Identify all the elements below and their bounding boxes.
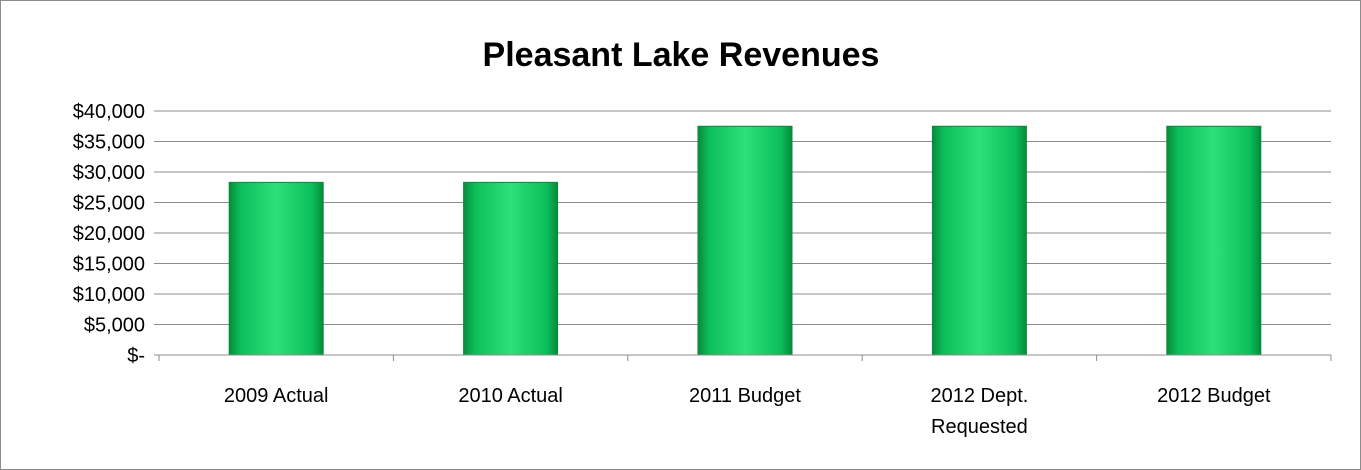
y-tick-label: $-	[127, 345, 145, 367]
y-tick-label: $35,000	[73, 132, 145, 154]
bar	[463, 181, 559, 356]
x-tick-label: 2010 Actual	[458, 385, 563, 407]
bar	[228, 181, 324, 356]
y-axis-ticks: $- $5,000 $10,000 $15,000 $20,000 $25,000 $30,…	[73, 101, 145, 367]
y-tick-label: $15,000	[73, 254, 145, 276]
y-tick-label: $20,000	[73, 223, 145, 245]
x-axis	[154, 354, 1332, 361]
chart-title: Pleasant Lake Revenues	[483, 36, 880, 74]
y-tick-label: $10,000	[73, 284, 145, 306]
x-axis-ticks: 2009 Actual 2010 Actual 2011 Budget 2012 De…	[224, 385, 1271, 438]
x-tick-label: 2009 Actual	[224, 385, 329, 407]
bar	[931, 125, 1027, 356]
bar	[697, 125, 793, 356]
x-tick-label: 2011 Budget	[689, 385, 801, 407]
bar	[1166, 125, 1262, 356]
y-tick-label: $40,000	[73, 101, 145, 123]
y-tick-label: $25,000	[73, 193, 145, 215]
x-tick-label: 2012 Dept. Requested	[930, 385, 1028, 438]
x-tick-label: 2012 Budget	[1157, 385, 1271, 407]
y-tick-label: $5,000	[84, 315, 145, 337]
y-tick-label: $30,000	[73, 162, 145, 184]
bars	[228, 125, 1262, 356]
